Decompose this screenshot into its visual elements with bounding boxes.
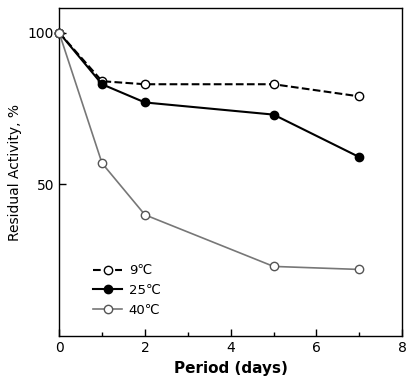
Legend: 9℃, 25℃, 40℃: 9℃, 25℃, 40℃ [93,264,161,316]
Y-axis label: Residual Activity, %: Residual Activity, % [8,104,22,241]
X-axis label: Period (days): Period (days) [174,361,288,376]
